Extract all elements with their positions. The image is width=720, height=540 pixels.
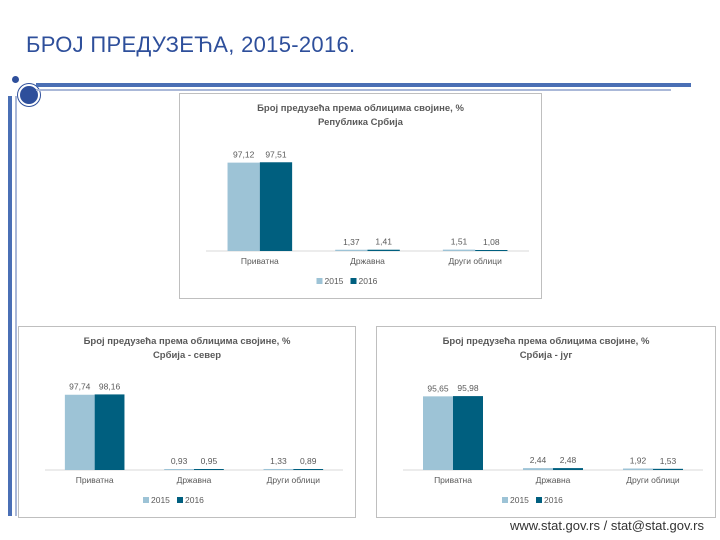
bar-2015-0 (423, 396, 453, 470)
chart-republic-serbia: Број предузећа према облицима својине, %… (179, 93, 542, 299)
decorative-dot-large (18, 84, 40, 106)
data-label-2016-2: 1,08 (483, 237, 500, 247)
chart-title: Број предузећа према облицима својине, % (257, 103, 464, 114)
footer-contact: www.stat.gov.rs / stat@stat.gov.rs (509, 518, 704, 533)
legend-swatch-2016 (536, 497, 542, 503)
chart-title: Број предузећа према облицима својине, % (443, 336, 650, 347)
bar-2016-2 (475, 250, 508, 251)
data-label-2016-2: 0,89 (300, 456, 317, 466)
chart-subtitle: Србија - југ (520, 350, 573, 361)
data-label-2016-0: 98,16 (99, 381, 121, 391)
data-label-2016-1: 1,41 (375, 237, 392, 247)
data-label-2016-0: 95,98 (457, 383, 479, 393)
bar-2015-0 (64, 394, 95, 470)
category-label-1: Државна (536, 475, 571, 485)
decorative-vertical-rule (8, 96, 12, 516)
data-label-2015-2: 1,33 (270, 456, 287, 466)
data-label-2015-2: 1,51 (451, 237, 468, 247)
legend-swatch-2015 (143, 497, 149, 503)
chart-subtitle: Република Србија (318, 117, 404, 128)
data-label-2015-0: 97,74 (69, 382, 91, 392)
data-label-2015-0: 97,12 (233, 150, 255, 160)
chart-svg-south: Број предузећа према облицима својине, %… (403, 336, 703, 505)
bar-2015-2 (442, 249, 476, 251)
decorative-vertical-rule-thin (15, 96, 17, 516)
data-label-2016-0: 97,51 (265, 149, 287, 159)
legend-swatch-2016 (177, 497, 183, 503)
category-label-2: Други облици (267, 475, 321, 485)
data-label-2016-2: 1,53 (660, 456, 677, 466)
legend-swatch-2016 (350, 278, 357, 284)
data-label-2015-0: 95,65 (427, 383, 449, 393)
bar-2016-1 (194, 469, 224, 470)
bar-2016-0 (259, 162, 293, 251)
category-label-0: Приватна (241, 256, 279, 266)
bar-2015-1 (335, 249, 368, 251)
legend-swatch-2015 (502, 497, 508, 503)
decorative-dot-small (12, 76, 19, 83)
category-label-2: Други облици (448, 256, 502, 266)
bar-2016-1 (367, 249, 400, 251)
legend-label-2016: 2016 (359, 276, 378, 286)
bar-2015-2 (263, 468, 294, 470)
chart-subtitle: Србија - север (153, 350, 221, 361)
bar-2016-1 (553, 468, 583, 470)
data-label-2015-2: 1,92 (630, 456, 647, 466)
category-label-1: Државна (350, 256, 385, 266)
category-label-2: Други облици (626, 475, 680, 485)
bar-2015-0 (227, 162, 260, 251)
bar-2015-2 (623, 468, 653, 470)
data-label-2016-1: 2,48 (560, 455, 577, 465)
chart-title: Број предузећа према облицима својине, % (84, 336, 291, 347)
data-label-2015-1: 1,37 (343, 237, 360, 247)
bar-2016-2 (653, 468, 683, 470)
bar-2015-1 (523, 468, 553, 470)
bar-2016-0 (94, 394, 125, 470)
category-label-0: Приватна (434, 475, 472, 485)
category-label-1: Државна (177, 475, 212, 485)
data-label-2016-1: 0,95 (201, 456, 218, 466)
chart-svg-north: Број предузећа према облицима својине, %… (45, 336, 343, 505)
legend-label-2015: 2015 (151, 495, 170, 505)
chart-svg-republic: Број предузећа према облицима својине, %… (206, 103, 529, 286)
decorative-horizontal-rule (36, 83, 691, 87)
chart-serbia-north: Број предузећа према облицима својине, %… (18, 326, 356, 518)
legend-label-2016: 2016 (544, 495, 563, 505)
slide-title: БРОЈ ПРЕДУЗЕЋА, 2015-2016. (26, 32, 356, 57)
bar-2016-0 (453, 396, 483, 470)
bar-2016-2 (293, 469, 324, 470)
bar-2015-1 (164, 469, 194, 470)
legend-label-2016: 2016 (185, 495, 204, 505)
data-label-2015-1: 2,44 (530, 455, 547, 465)
chart-serbia-south: Број предузећа према облицима својине, %… (376, 326, 716, 518)
legend-label-2015: 2015 (325, 276, 344, 286)
legend-label-2015: 2015 (510, 495, 529, 505)
legend-swatch-2015 (316, 278, 323, 284)
category-label-0: Приватна (76, 475, 114, 485)
data-label-2015-1: 0,93 (171, 456, 188, 466)
decorative-horizontal-rule-thin (36, 89, 671, 91)
